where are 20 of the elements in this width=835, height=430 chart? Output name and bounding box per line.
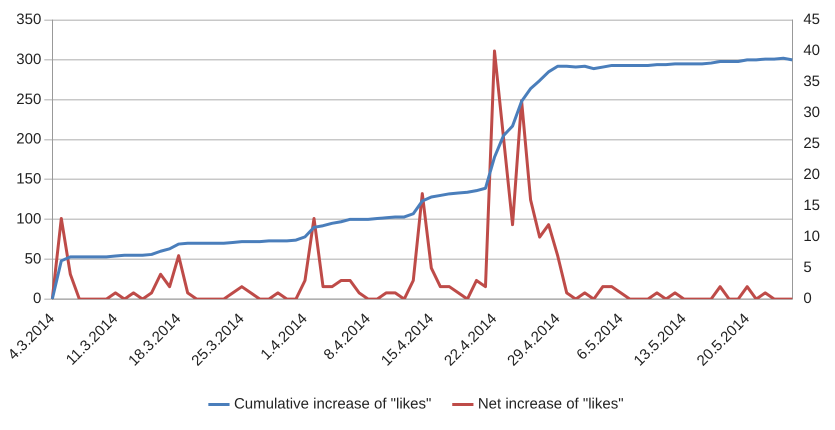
y-tick-label: 200 [16,130,42,148]
y2-tick-label: 40 [803,42,820,60]
y2-tick-label: 35 [803,73,820,90]
y-tick-label: 0 [32,290,42,308]
y2-tick-label: 15 [803,197,820,214]
legend-label: Net increase of "likes" [478,396,624,413]
y2-tick-label: 25 [803,135,820,152]
legend-label: Cumulative increase of "likes" [234,396,432,413]
y2-tick-label: 45 [803,11,820,28]
y-tick-label: 300 [16,51,42,68]
y2-tick-label: 0 [803,290,812,308]
y-tick-label: 250 [16,90,42,108]
y-tick-label: 150 [16,170,42,188]
y-tick-label: 50 [24,250,42,268]
y2-tick-label: 5 [803,259,812,276]
y2-tick-label: 30 [803,104,820,122]
y-tick-label: 350 [16,11,42,28]
y-tick-label: 100 [16,210,42,228]
y2-tick-label: 20 [803,166,820,184]
y2-tick-label: 10 [803,228,820,246]
